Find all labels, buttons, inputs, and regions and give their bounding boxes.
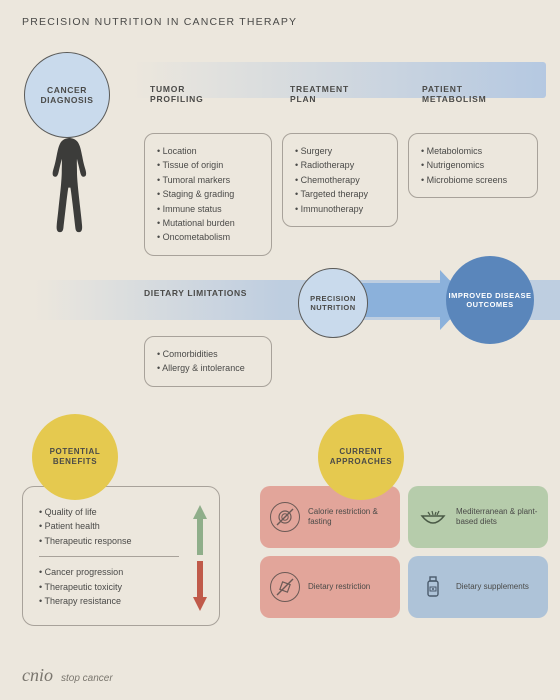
list-item: Tissue of origin [157, 158, 259, 172]
metabolism-box: MetabolomicsNutrigenomicsMicrobiome scre… [408, 133, 538, 198]
list-item: Surgery [295, 144, 385, 158]
footer: cnio stop cancer [22, 665, 113, 686]
list-item: Staging & grading [157, 187, 259, 201]
metabolism-list: MetabolomicsNutrigenomicsMicrobiome scre… [421, 144, 525, 187]
approach-restriction: Dietary restriction [260, 556, 400, 618]
dietary-list: ComorbiditiesAllergy & intolerance [157, 347, 259, 376]
list-item: Metabolomics [421, 144, 525, 158]
list-item: Microbiome screens [421, 173, 525, 187]
stage-treatment: TREATMENT PLAN [290, 84, 349, 104]
approach-label: Dietary supplements [456, 582, 529, 592]
list-item: Immunotherapy [295, 202, 385, 216]
benefits-up-list: Quality of lifePatient healthTherapeutic… [39, 505, 179, 548]
arrow-body [362, 283, 440, 317]
dietary-limitations-box: ComorbiditiesAllergy & intolerance [144, 336, 272, 387]
potential-benefits-circle: POTENTIAL BENEFITS [32, 414, 118, 500]
list-item: Immune status [157, 202, 259, 216]
approaches-grid: Calorie restriction & fasting Mediterran… [260, 486, 548, 618]
list-item: Therapy resistance [39, 594, 179, 608]
bowl-icon [418, 502, 448, 532]
benefits-down-list: Cancer progressionTherapeutic toxicityTh… [39, 565, 179, 608]
treatment-list: SurgeryRadiotherapyChemotherapyTargeted … [295, 144, 385, 216]
current-approaches-circle: CURRENT APPROACHES [318, 414, 404, 500]
up-arrow-icon [193, 505, 207, 555]
approach-supplements: Dietary supplements [408, 556, 548, 618]
list-item: Quality of life [39, 505, 179, 519]
bottle-icon [418, 572, 448, 602]
list-item: Oncometabolism [157, 230, 259, 244]
approach-mediterranean: Mediterranean & plant-based diets [408, 486, 548, 548]
approach-label: Calorie restriction & fasting [308, 507, 390, 527]
stage-metabolism: PATIENT METABOLISM [422, 84, 487, 104]
benefits-divider [39, 556, 179, 557]
precision-nutrition-circle: PRECISION NUTRITION [298, 268, 368, 338]
tumor-list: LocationTissue of originTumoral markersS… [157, 144, 259, 245]
stage-tumor: TUMOR PROFILING [150, 84, 203, 104]
approach-label: Mediterranean & plant-based diets [456, 507, 538, 527]
no-plate-icon [270, 502, 300, 532]
list-item: Therapeutic toxicity [39, 580, 179, 594]
body-silhouette-icon [46, 124, 90, 272]
down-arrow-icon [193, 561, 207, 611]
outcome-circle: IMPROVED DISEASE OUTCOMES [446, 256, 534, 344]
list-item: Targeted therapy [295, 187, 385, 201]
list-item: Mutational burden [157, 216, 259, 230]
list-item: Comorbidities [157, 347, 259, 361]
no-sugar-icon [270, 572, 300, 602]
list-item: Location [157, 144, 259, 158]
list-item: Chemotherapy [295, 173, 385, 187]
tumor-profiling-box: LocationTissue of originTumoral markersS… [144, 133, 272, 256]
cancer-diagnosis-circle: CANCER DIAGNOSIS [24, 52, 110, 138]
approach-label: Dietary restriction [308, 582, 370, 592]
treatment-plan-box: SurgeryRadiotherapyChemotherapyTargeted … [282, 133, 398, 227]
footer-slogan: stop cancer [61, 673, 113, 684]
list-item: Patient health [39, 519, 179, 533]
dietary-limitations-label: DIETARY LIMITATIONS [144, 288, 247, 298]
page-title: PRECISION NUTRITION IN CANCER THERAPY [22, 16, 297, 28]
list-item: Cancer progression [39, 565, 179, 579]
list-item: Tumoral markers [157, 173, 259, 187]
list-item: Nutrigenomics [421, 158, 525, 172]
footer-logo: cnio [22, 665, 53, 686]
list-item: Allergy & intolerance [157, 361, 259, 375]
list-item: Radiotherapy [295, 158, 385, 172]
potential-benefits-box: Quality of lifePatient healthTherapeutic… [22, 486, 220, 626]
list-item: Therapeutic response [39, 534, 179, 548]
